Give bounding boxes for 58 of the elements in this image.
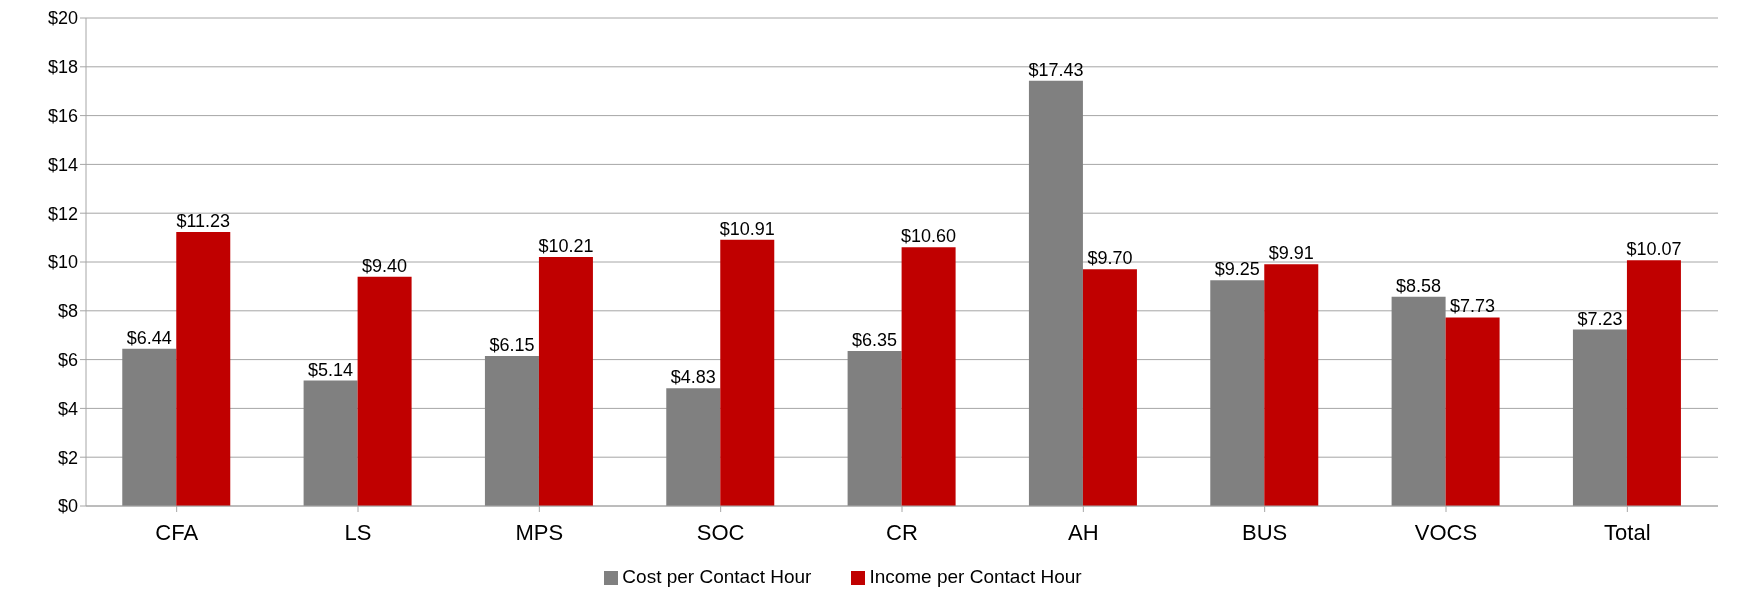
bar	[1210, 280, 1265, 506]
x-tick-label: VOCS	[1414, 519, 1478, 545]
x-tick-label: AH	[1068, 519, 1099, 545]
y-tick-label: $6	[57, 349, 78, 370]
bar	[847, 351, 902, 506]
bar	[901, 247, 956, 506]
data-label: $8.58	[1396, 275, 1442, 296]
bar	[1028, 80, 1083, 506]
data-label: $5.14	[308, 359, 354, 380]
data-label: $4.83	[670, 367, 716, 388]
x-tick-label: CR	[886, 519, 918, 545]
bar	[1082, 269, 1137, 506]
legend-label: Income per Contact Hour	[869, 566, 1082, 587]
bar	[122, 348, 177, 506]
bar	[303, 380, 358, 506]
y-tick-label: $10	[47, 252, 78, 273]
y-tick-label: $4	[57, 398, 78, 419]
data-label: $7.73	[1450, 296, 1496, 317]
x-tick-label: CFA	[155, 519, 199, 545]
data-label: $10.60	[901, 226, 957, 247]
bar	[176, 231, 231, 506]
y-tick-label: $20	[47, 8, 78, 29]
y-tick-label: $0	[57, 496, 78, 517]
data-label: $10.21	[538, 235, 594, 256]
bar	[666, 388, 721, 506]
bar	[1626, 260, 1681, 506]
data-label: $6.44	[126, 327, 172, 348]
y-tick-label: $12	[47, 203, 78, 224]
bar	[357, 276, 412, 506]
data-label: $10.91	[719, 218, 775, 239]
legend-label: Cost per Contact Hour	[622, 566, 812, 587]
data-label: $6.15	[489, 334, 535, 355]
y-tick-label: $2	[57, 447, 78, 468]
x-tick-label: MPS	[515, 519, 564, 545]
bar	[484, 355, 539, 506]
bar	[538, 256, 593, 506]
data-label: $9.25	[1214, 259, 1260, 280]
x-tick-label: BUS	[1242, 519, 1288, 545]
bar	[1264, 264, 1319, 506]
data-label: $9.70	[1087, 248, 1133, 269]
y-tick-label: $16	[47, 105, 78, 126]
data-label: $7.23	[1577, 308, 1623, 329]
bar	[1391, 296, 1446, 506]
data-label: $11.23	[176, 210, 231, 231]
bar	[1445, 317, 1500, 506]
data-label: $17.43	[1028, 59, 1084, 80]
data-label: $9.91	[1268, 243, 1314, 264]
bar	[720, 239, 775, 506]
y-tick-label: $18	[47, 57, 78, 78]
data-label: $10.07	[1626, 239, 1682, 260]
data-label: $6.35	[852, 330, 898, 351]
x-tick-label: Total	[1604, 519, 1651, 545]
x-tick-label: LS	[344, 519, 372, 545]
bar	[1572, 329, 1627, 506]
x-tick-label: SOC	[696, 519, 745, 545]
data-label: $9.40	[362, 255, 408, 276]
y-tick-label: $8	[57, 301, 78, 322]
y-tick-label: $14	[47, 154, 78, 175]
